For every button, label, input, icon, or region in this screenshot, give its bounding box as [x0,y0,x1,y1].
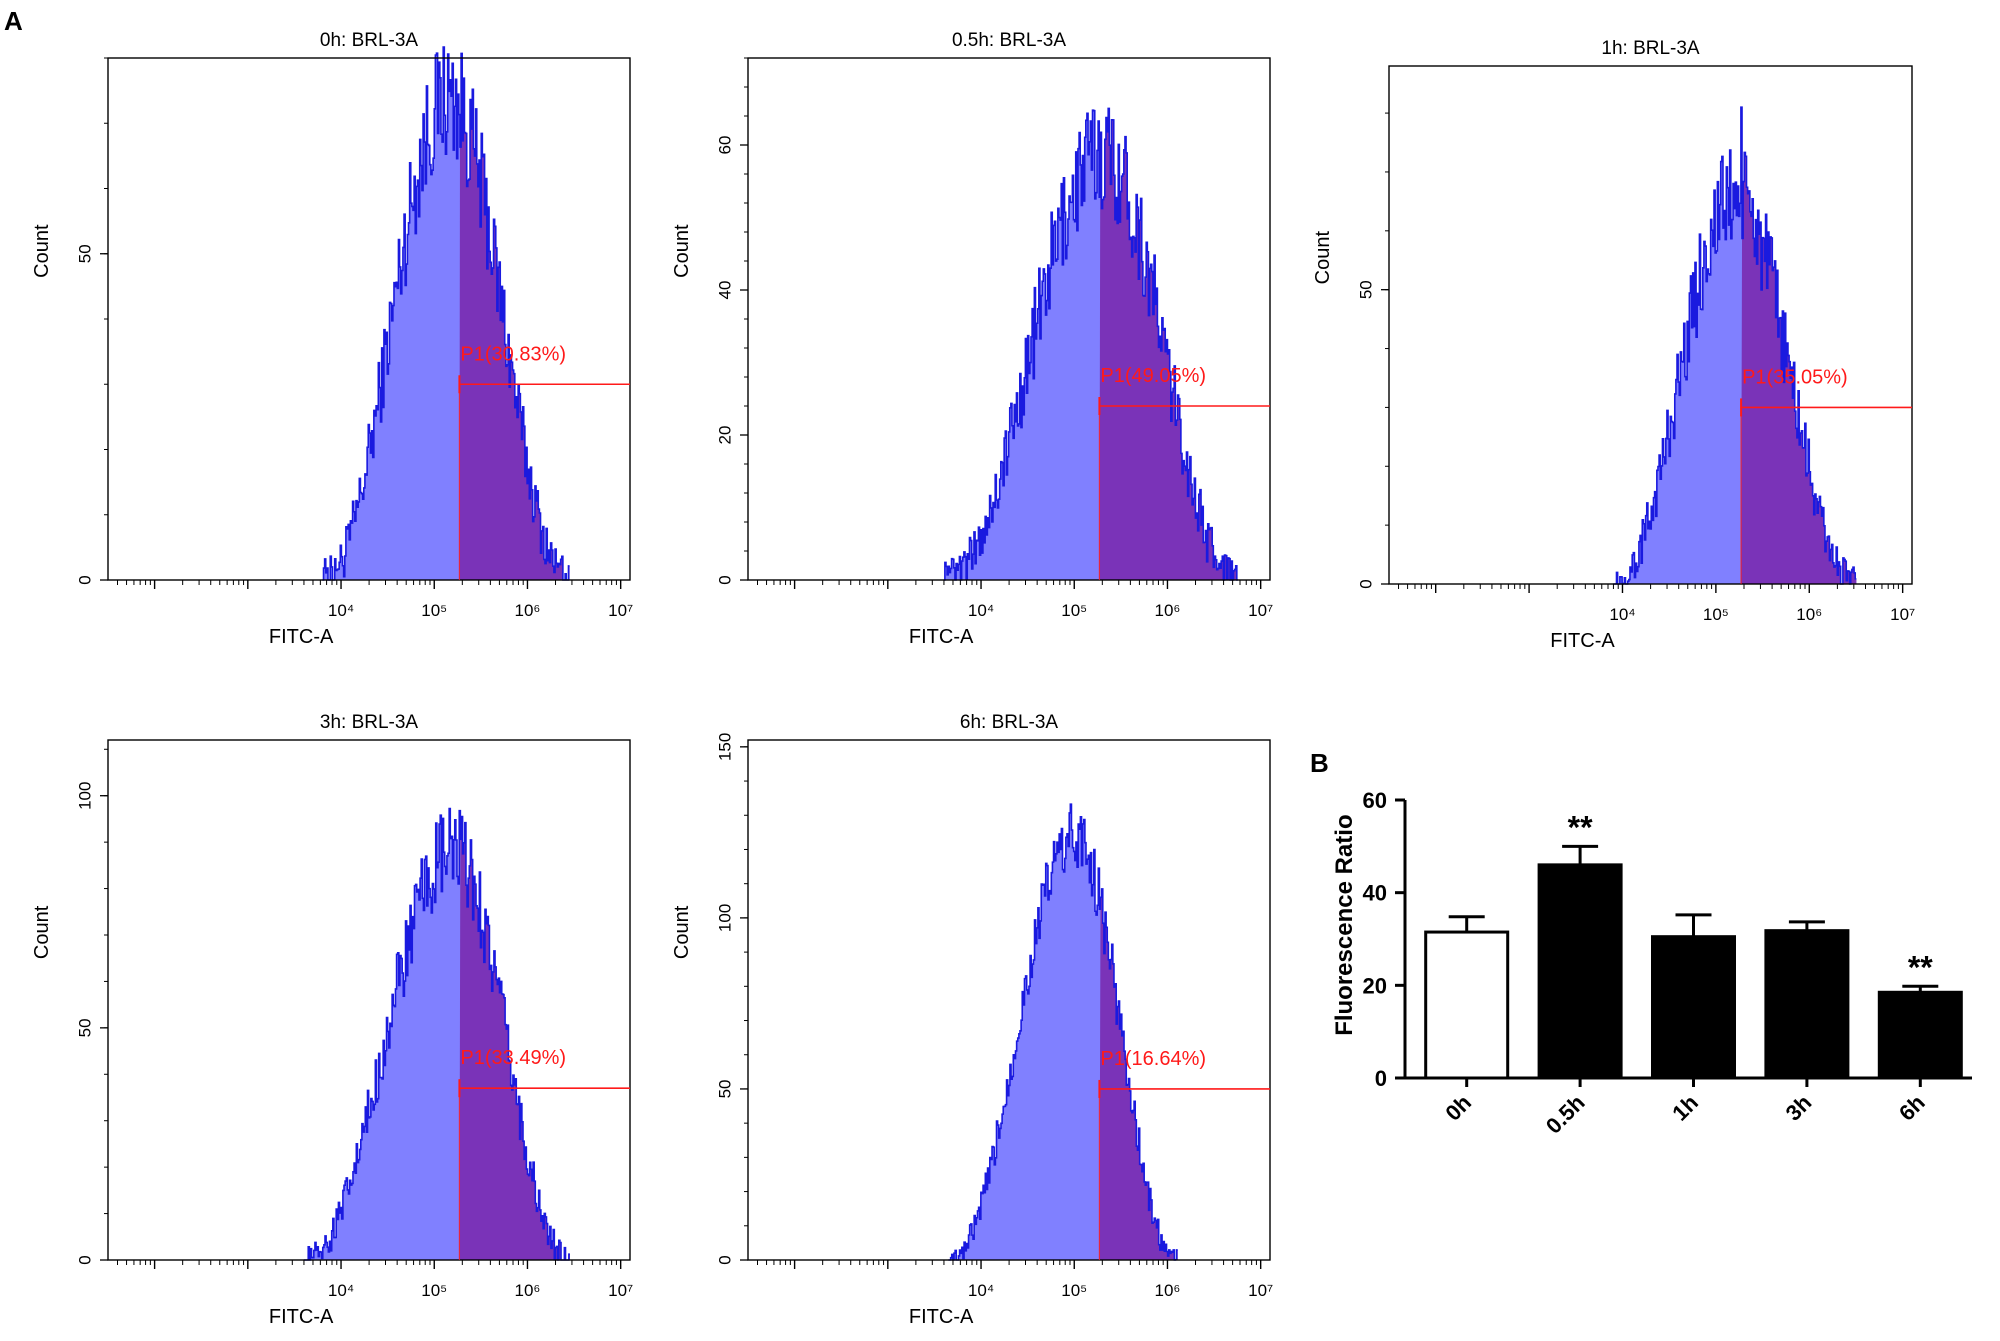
y-tick-label: 0 [75,1255,94,1264]
y-tick-label: 0 [75,575,94,584]
histogram-gated-fill [1099,108,1238,580]
bar-3h [1764,929,1850,1080]
x-axis-label: FITC-A [269,626,334,648]
bar-x-tick-label: 0h [1440,1090,1476,1126]
x-tick-label: 10⁴ [1609,605,1635,624]
histogram-panel: 0.5h: BRL-3A 0 20 40 60 10⁴ 10⁵ 10⁶ 10⁷ FITC-A Cou… [671,30,1273,648]
x-tick-label: 10⁴ [968,1281,994,1300]
gate-label: P1(30.83%) [460,343,566,365]
histogram-panel: 6h: BRL-3A 0 50 100 150 10⁴ 10⁵ 10⁶ 10⁷ FITC-A Cou… [671,712,1273,1328]
histogram-panels: 0h: BRL-3A 0 50 10⁴ 10⁵ 10⁶ 10⁷ FITC-A Count P1(3… [31,30,1915,1328]
y-tick-label: 0 [715,1255,734,1264]
y-tick-label: 20 [715,426,734,445]
histogram-gated-fill [459,816,570,1260]
x-tick-label: 10⁷ [1248,1281,1273,1300]
bar-0.5h [1537,863,1623,1080]
y-tick-label: 100 [75,782,94,810]
x-tick-label: 10⁵ [421,601,447,620]
bar-x-tick-label: 6h [1894,1090,1930,1126]
y-tick-label: 60 [715,136,734,155]
y-tick-label: 50 [1356,280,1375,299]
x-tick-label: 10⁶ [1796,605,1822,624]
y-axis-label: Count [31,224,53,278]
gate-label: P1(49.05%) [1100,365,1206,387]
histogram-gated-fill [1099,888,1178,1260]
x-tick-label: 10⁷ [1248,601,1273,620]
bar-y-tick-label: 20 [1363,973,1387,998]
x-tick-label: 10⁵ [1061,601,1087,620]
y-tick-label: 0 [1356,579,1375,588]
x-tick-label: 10⁷ [608,601,633,620]
bar-x-tick-label: 3h [1781,1090,1817,1126]
histogram-title: 1h: BRL-3A [1601,38,1700,59]
y-axis-label: Count [671,224,693,278]
panel-b-label: B [1310,748,1329,778]
y-tick-label: 0 [715,575,734,584]
x-tick-label: 10⁶ [515,1281,541,1300]
x-tick-label: 10⁶ [1155,1281,1181,1300]
x-tick-label: 10⁵ [1061,1281,1087,1300]
y-axis-label: Count [671,905,693,959]
histogram-outline [948,803,1178,1261]
histogram-title: 3h: BRL-3A [320,712,419,733]
bar-y-axis-label: Fluorescence Ratio [1331,814,1358,1035]
histogram-gated-fill [1741,152,1857,584]
gate-label: P1(16.64%) [1100,1048,1206,1070]
panel-a-label: A [4,6,23,36]
x-axis-label: FITC-A [909,626,974,648]
gate-label: P1(33.49%) [460,1047,566,1069]
histogram-panel: 1h: BRL-3A 0 50 10⁴ 10⁵ 10⁶ 10⁷ FITC-A Count P1(3… [1312,38,1915,652]
x-tick-label: 10⁷ [1890,605,1915,624]
significance-annotation: ** [1568,809,1593,845]
x-tick-label: 10⁴ [328,601,354,620]
histogram-title: 0h: BRL-3A [320,30,419,51]
x-tick-label: 10⁶ [1155,601,1181,620]
bar-x-tick-label: 1h [1667,1090,1703,1126]
histogram-panel: 3h: BRL-3A 0 50 100 10⁴ 10⁵ 10⁶ 10⁷ FITC-A Count P… [31,712,633,1328]
x-tick-label: 10⁴ [328,1281,354,1300]
y-tick-label: 100 [715,904,734,932]
bar-1h [1651,935,1736,1080]
y-tick-label: 40 [715,281,734,300]
histogram-outline [943,107,1238,581]
x-tick-label: 10⁶ [515,601,541,620]
histogram-panel: 0h: BRL-3A 0 50 10⁴ 10⁵ 10⁶ 10⁷ FITC-A Count P1(3… [31,30,633,648]
x-tick-label: 10⁴ [968,601,994,620]
histogram-gated-fill [459,53,570,580]
histogram-outline [303,807,570,1261]
histogram-title: 6h: BRL-3A [960,712,1059,733]
x-axis-label: FITC-A [1550,630,1615,652]
x-tick-label: 10⁵ [421,1281,447,1300]
bar-6h [1877,990,1963,1080]
gate-label: P1(35.05%) [1742,366,1848,388]
y-axis-label: Count [31,905,53,959]
x-tick-label: 10⁷ [608,1281,633,1300]
bar-0h [1424,930,1510,1080]
x-axis-label: FITC-A [269,1306,334,1328]
bar-y-tick-label: 0 [1375,1066,1387,1091]
y-tick-label: 50 [715,1079,734,1098]
bar-y-tick-label: 60 [1363,788,1387,813]
histogram-outline [322,46,570,581]
y-tick-label: 150 [715,733,734,761]
y-tick-label: 50 [75,1018,94,1037]
y-tick-label: 50 [75,244,94,263]
significance-annotation: ** [1908,949,1933,985]
bar-x-tick-label: 0.5h [1541,1090,1590,1139]
x-axis-label: FITC-A [909,1306,974,1328]
x-tick-label: 10⁵ [1703,605,1729,624]
histogram-title: 0.5h: BRL-3A [952,30,1066,51]
bar-y-tick-label: 40 [1363,881,1387,906]
histogram-outline [1613,106,1857,585]
y-axis-label: Count [1312,231,1334,285]
